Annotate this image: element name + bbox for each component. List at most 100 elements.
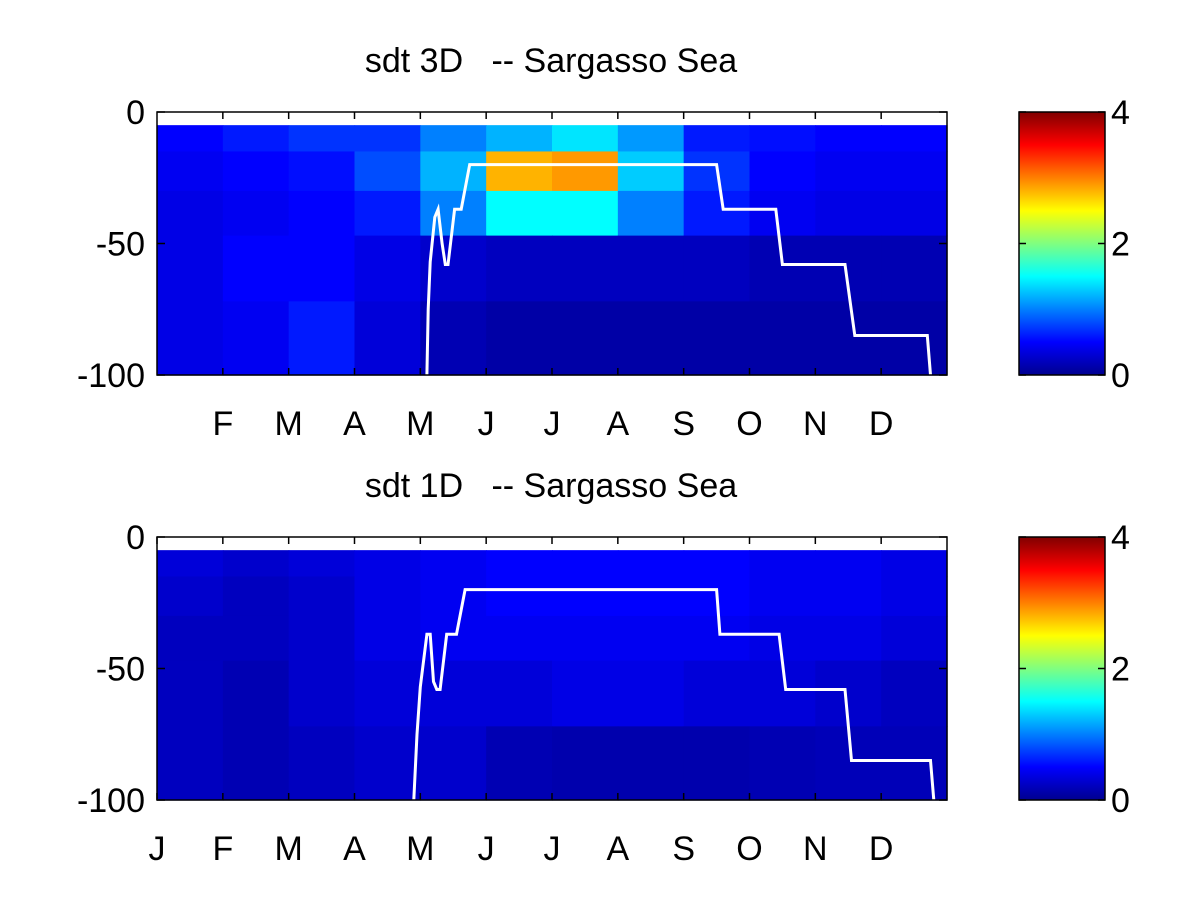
heatmap-cell [486,301,553,376]
heatmap-cell [420,125,487,153]
x-tick-label: J [149,830,166,868]
mixed-layer-line [425,163,932,376]
heatmap-cell [617,550,685,578]
heatmap-cell [157,235,224,302]
heatmap-cell [815,151,882,192]
colorbar: 0 2 4 [1018,94,1130,395]
x-tick-label: M [275,830,303,868]
heatmap-cell [683,550,751,578]
heatmap-cell [157,190,224,237]
heatmap-cell [552,576,619,617]
y-tick-label: -50 [96,651,145,689]
heatmap-cell [354,235,421,302]
x-tick-label: A [606,405,629,443]
x-tick-label: O [736,405,762,443]
heatmap-cell [354,726,421,801]
panel-top: sdt 3D -- Sargasso Sea 0 -50 -100 F M A M J J A S… [77,42,1130,443]
colorbar-ticks: 0 2 4 [1019,94,1130,395]
heatmap-cell [683,235,751,302]
x-tick-label: F [212,405,233,443]
heatmap-cell [881,550,948,578]
heatmap-cell [222,151,290,192]
x-tick-label: S [672,405,695,443]
heatmap-cell [749,301,816,376]
x-tick-label: S [672,830,695,868]
heatmap-cell [486,125,553,153]
x-tick-label: M [406,405,434,443]
x-tick-label: J [478,830,495,868]
heatmap-cell [683,615,751,662]
heatmap-cell [222,301,290,376]
heatmap-cell [749,726,816,801]
x-tick-label: D [869,830,894,868]
colorbar-tick-label: 4 [1111,519,1130,557]
heatmap-cell [157,726,224,801]
heatmap-cell [157,151,224,192]
heatmap-cell [222,235,290,302]
heatmap-cell [354,660,421,727]
heatmap-cell [617,301,685,376]
heatmap-cell [486,190,553,237]
y-axis: 0 -50 -100 [77,94,947,395]
heatmap-cell [881,726,948,801]
x-tick-label: N [803,405,828,443]
heatmap-cell [486,235,553,302]
colorbar-tick-label: 2 [1111,226,1130,264]
heatmap-cell [420,726,487,801]
heatmap-cell [552,726,619,801]
heatmap-cell [354,151,421,192]
mixed-layer-line [412,588,936,801]
heatmap-cell [881,235,948,302]
x-tick-label: D [869,405,894,443]
heatmap-cell [486,550,553,578]
heatmap-cell [157,615,224,662]
heatmap-cell [617,190,685,237]
y-tick-label: -100 [77,357,145,395]
heatmap-cell [288,190,356,237]
heatmap-cell [222,660,290,727]
heatmap-cell [420,301,487,376]
heatmap-cell [222,615,290,662]
heatmap-cell [552,301,619,376]
heatmap-cell [288,235,356,302]
colorbar-tick-label: 0 [1111,357,1130,395]
colorbar-gradient [1018,536,1106,801]
heatmap-cell [486,576,553,617]
heatmap-cell [881,125,948,153]
panel-bottom: sdt 1D -- Sargasso Sea 0 -50 -100 J F M A M J J A… [77,467,1130,868]
heatmap-cell [881,576,948,617]
heatmap-cell [881,190,948,237]
heatmap-cell [749,190,816,237]
heatmap-cell [617,125,685,153]
x-tick-label: J [544,405,561,443]
heatmap-cell [815,550,882,578]
x-tick-label: M [275,405,303,443]
y-tick-label: -50 [96,226,145,264]
heatmap-cell [354,615,421,662]
y-axis: 0 -50 -100 [77,519,947,820]
heatmap-cell [222,726,290,801]
heatmap-cells [157,125,948,376]
colorbar: 0 2 4 [1018,519,1130,820]
chart-title: sdt 3D -- Sargasso Sea [365,42,737,80]
heatmap-cell [157,550,224,578]
heatmap-cell [420,576,487,617]
heatmap-cell [288,615,356,662]
heatmap-cell [157,301,224,376]
heatmap-cell [486,615,553,662]
heatmap-cell [815,301,882,376]
colorbar-tick-label: 2 [1111,651,1130,689]
heatmap-cell [486,660,553,727]
heatmap-cell [222,125,290,153]
heatmap-cell [420,550,487,578]
heatmap-cell [683,125,751,153]
heatmap-cell [881,301,948,376]
heatmap-cell [552,550,619,578]
heatmap-cells [157,550,948,801]
heatmap-cell [288,660,356,727]
heatmap-cell [881,151,948,192]
heatmap-cell [683,190,751,237]
heatmap-cell [222,190,290,237]
heatmap-cell [617,615,685,662]
